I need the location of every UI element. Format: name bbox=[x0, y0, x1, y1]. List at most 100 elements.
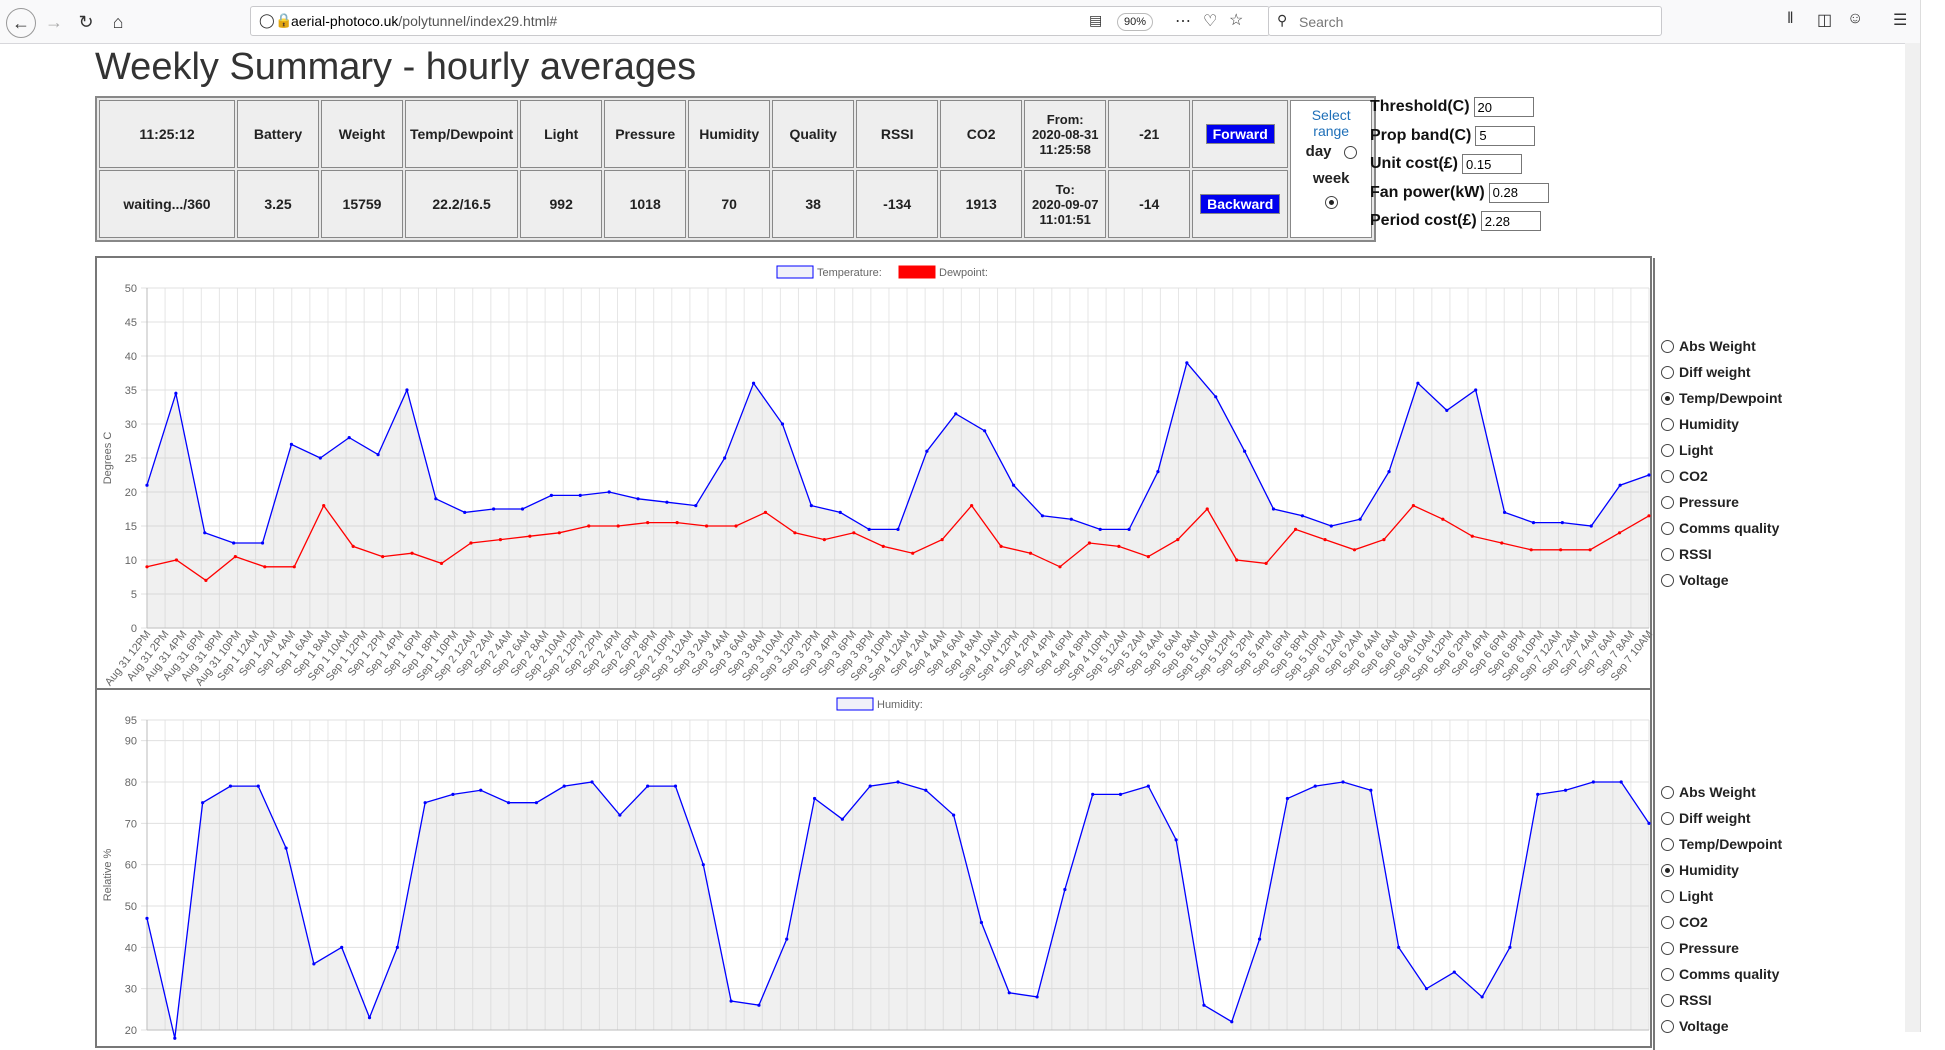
url-bar[interactable]: ◯ 🔒 aerial-photoco.uk/polytunnel/index29… bbox=[250, 6, 1270, 36]
data-point bbox=[616, 524, 620, 528]
data-point bbox=[469, 541, 473, 545]
reader-view-icon[interactable]: ▤ bbox=[1089, 12, 1103, 28]
pocket-icon[interactable]: ♡ bbox=[1203, 13, 1218, 30]
option-radio[interactable] bbox=[1661, 339, 1674, 353]
day-radio[interactable] bbox=[1343, 145, 1357, 159]
range-cell: Select range day week bbox=[1290, 100, 1373, 238]
option-radio[interactable] bbox=[1661, 573, 1674, 587]
option-radio[interactable] bbox=[1661, 417, 1674, 431]
search-bar[interactable]: ⚲ Search bbox=[1268, 6, 1662, 36]
day-option[interactable]: day bbox=[1295, 143, 1367, 160]
chart-option-abs-weight[interactable]: Abs Weight bbox=[1661, 338, 1756, 354]
data-point bbox=[1411, 504, 1415, 508]
reload-icon[interactable]: ↻ bbox=[78, 12, 94, 32]
chart-option-humidity[interactable]: Humidity bbox=[1661, 862, 1739, 878]
y-tick-label: 90 bbox=[125, 736, 137, 748]
co2-value: 1913 bbox=[940, 170, 1023, 238]
chart-option-abs-weight[interactable]: Abs Weight bbox=[1661, 784, 1756, 800]
data-point bbox=[793, 531, 797, 535]
chart-option-diff-weight[interactable]: Diff weight bbox=[1661, 364, 1751, 380]
option-radio[interactable] bbox=[1661, 521, 1674, 535]
chart-option-co2[interactable]: CO2 bbox=[1661, 914, 1708, 930]
chart-option-humidity[interactable]: Humidity bbox=[1661, 416, 1739, 432]
chart-option-voltage[interactable]: Voltage bbox=[1661, 572, 1729, 588]
option-label: Light bbox=[1679, 442, 1714, 458]
option-radio[interactable] bbox=[1661, 863, 1674, 877]
shield-icon[interactable]: ◯ bbox=[259, 12, 275, 28]
chart-option-rssi[interactable]: RSSI bbox=[1661, 992, 1712, 1008]
option-radio[interactable] bbox=[1661, 967, 1674, 981]
prop-band-input[interactable] bbox=[1475, 125, 1536, 146]
threshold-input[interactable] bbox=[1473, 97, 1534, 117]
prop-band-label: Prop band(C) bbox=[1370, 126, 1472, 144]
option-label: CO2 bbox=[1679, 914, 1708, 930]
summary-value-row: waiting.../360 3.25 15759 22.2/16.5 992 … bbox=[99, 170, 1372, 238]
bookmark-star-icon[interactable]: ☆ bbox=[1229, 12, 1244, 29]
option-radio[interactable] bbox=[1661, 547, 1674, 561]
option-radio[interactable] bbox=[1661, 469, 1674, 483]
option-radio[interactable] bbox=[1661, 785, 1674, 799]
account-icon[interactable]: ☺ bbox=[1847, 10, 1864, 27]
home-icon[interactable]: ⌂ bbox=[112, 12, 124, 32]
option-radio[interactable] bbox=[1661, 993, 1674, 1007]
menu-icon[interactable]: ☰ bbox=[1893, 12, 1908, 29]
data-point bbox=[590, 780, 594, 784]
backward-button[interactable]: Backward bbox=[1200, 194, 1281, 214]
forward-icon[interactable]: → bbox=[45, 12, 63, 32]
data-point bbox=[479, 788, 483, 792]
option-radio[interactable] bbox=[1661, 391, 1674, 405]
library-icon[interactable]: ‖ bbox=[1787, 10, 1794, 27]
unit-cost-input[interactable] bbox=[1462, 154, 1522, 174]
chart-option-light[interactable]: Light bbox=[1661, 888, 1713, 904]
option-label: Voltage bbox=[1679, 572, 1729, 588]
data-point bbox=[734, 524, 738, 528]
chart-option-temp-dewpoint[interactable]: Temp/Dewpoint bbox=[1661, 836, 1782, 852]
chart-option-comms-quality[interactable]: Comms quality bbox=[1661, 520, 1779, 536]
data-point bbox=[1214, 395, 1218, 399]
week-radio[interactable] bbox=[1324, 195, 1338, 209]
back-icon[interactable]: ← bbox=[6, 8, 36, 38]
chart-option-pressure[interactable]: Pressure bbox=[1661, 494, 1739, 510]
data-point bbox=[1098, 527, 1102, 531]
to-label: To: bbox=[1055, 181, 1075, 197]
url-text[interactable]: aerial-photoco.uk/polytunnel/index29.htm… bbox=[291, 13, 558, 29]
chart-option-diff-weight[interactable]: Diff weight bbox=[1661, 810, 1751, 826]
data-point bbox=[1560, 521, 1564, 525]
chart-option-voltage[interactable]: Voltage bbox=[1661, 1018, 1729, 1034]
chart-option-co2[interactable]: CO2 bbox=[1661, 468, 1708, 484]
data-point bbox=[562, 784, 566, 788]
more-actions-icon[interactable]: ⋯ bbox=[1175, 13, 1191, 30]
data-point bbox=[729, 999, 733, 1003]
chart-option-pressure[interactable]: Pressure bbox=[1661, 940, 1739, 956]
option-radio[interactable] bbox=[1661, 811, 1674, 825]
option-radio[interactable] bbox=[1661, 889, 1674, 903]
period-cost-input[interactable] bbox=[1480, 211, 1541, 231]
data-point bbox=[395, 945, 399, 949]
data-point bbox=[492, 507, 496, 511]
option-radio[interactable] bbox=[1661, 915, 1674, 929]
zoom-badge[interactable]: 90% bbox=[1117, 13, 1153, 31]
chart-option-temp-dewpoint[interactable]: Temp/Dewpoint bbox=[1661, 390, 1782, 406]
chart1-options: Abs Weight Diff weight Temp/Dewpoint Humidi… bbox=[1653, 258, 1782, 692]
y-tick-label: 30 bbox=[125, 419, 137, 431]
option-radio[interactable] bbox=[1661, 495, 1674, 509]
data-point bbox=[1382, 538, 1386, 542]
page-scrollbar[interactable] bbox=[1905, 43, 1920, 1032]
y-tick-label: 95 bbox=[125, 715, 137, 727]
chart-option-rssi[interactable]: RSSI bbox=[1661, 546, 1712, 562]
option-radio[interactable] bbox=[1661, 443, 1674, 457]
forward-button[interactable]: Forward bbox=[1205, 124, 1275, 144]
option-radio[interactable] bbox=[1661, 1019, 1674, 1033]
fan-power-input[interactable] bbox=[1488, 182, 1549, 203]
sidebar-icon[interactable]: ◫ bbox=[1817, 12, 1833, 29]
chart-option-light[interactable]: Light bbox=[1661, 442, 1713, 458]
insecure-lock-icon[interactable]: 🔒 bbox=[275, 12, 293, 28]
data-point bbox=[145, 483, 149, 487]
option-radio[interactable] bbox=[1661, 837, 1674, 851]
temperature-chart: 0 5 10 15 20 25 30 35 40 45 50 Degrees C Temperature… bbox=[102, 265, 1654, 688]
data-point bbox=[534, 801, 539, 805]
browser-toolbar: ← → ↻ ⌂ ◯ 🔒 aerial-photoco.uk/polytunnel… bbox=[0, 0, 1945, 44]
chart-option-comms-quality[interactable]: Comms quality bbox=[1661, 966, 1779, 982]
option-radio[interactable] bbox=[1661, 365, 1674, 379]
option-radio[interactable] bbox=[1661, 941, 1674, 955]
